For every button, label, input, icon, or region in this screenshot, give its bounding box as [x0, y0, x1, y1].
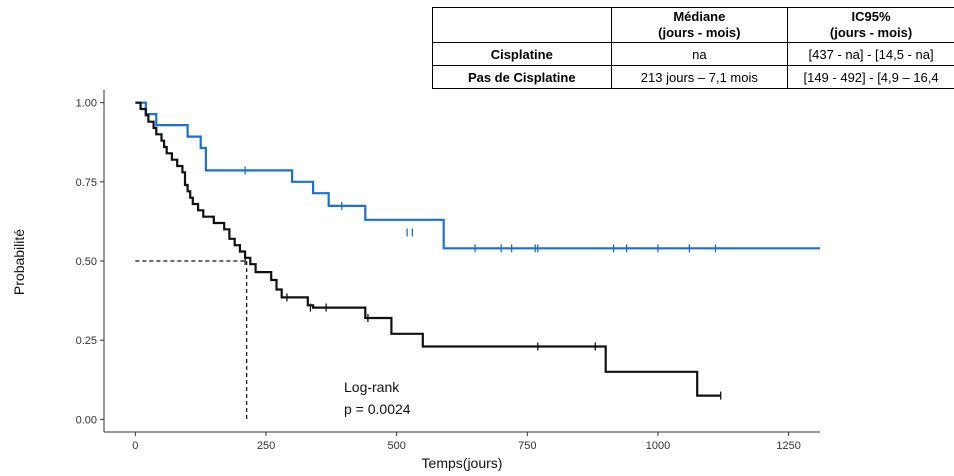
table-header-cell: IC95% (jours - mois): [787, 7, 954, 43]
x-axis-title: Temps(jours): [422, 455, 503, 471]
y-tick-label: 0.75: [76, 177, 97, 189]
median-lines: [135, 260, 248, 420]
table-cell: [437 - na] - [14,5 - na]: [787, 42, 954, 66]
table-cell: [149 - 492] - [4,9 – 16,4: [787, 65, 954, 89]
y-axis-title: Probabilité: [11, 229, 27, 295]
survival-curve-1: [135, 101, 820, 250]
logrank-pvalue: p = 0.0024: [344, 401, 411, 417]
x-tick-label: 0: [132, 440, 138, 452]
table-header-cell: Médiane (jours - mois): [610, 7, 789, 43]
table-header-row: Médiane (jours - mois) IC95% (jours - mois…: [432, 7, 954, 43]
table-row: Cisplatine na [437 - na] - [14,5 - na]: [432, 42, 954, 66]
table-cell: na: [610, 42, 789, 66]
survival-curve-2: [135, 101, 721, 397]
logrank-label: Log-rank: [344, 379, 400, 395]
axes: [103, 90, 820, 433]
y-tick-label: 0.00: [76, 414, 97, 426]
median-summary-table: Médiane (jours - mois) IC95% (jours - mois…: [432, 7, 954, 89]
y-tick-label: 0.25: [76, 335, 97, 347]
y-tick-label: 1.00: [76, 98, 97, 110]
x-ticks: 0 250 500 750 1000 1250: [132, 432, 801, 452]
x-tick-label: 500: [387, 440, 405, 452]
table-cell: Pas de Cisplatine: [432, 65, 612, 89]
x-tick-label: 250: [257, 440, 275, 452]
y-tick-label: 0.50: [76, 256, 97, 268]
table-header-cell: [432, 7, 612, 43]
table-row: Pas de Cisplatine 213 jours – 7,1 mois […: [432, 65, 954, 89]
table-cell: 213 jours – 7,1 mois: [610, 65, 789, 89]
x-tick-label: 1250: [776, 440, 800, 452]
x-tick-label: 1000: [646, 440, 670, 452]
y-ticks: 0.00 0.25 0.50 0.75 1.00: [76, 98, 104, 426]
survival-curves: [135, 101, 820, 400]
table-cell: Cisplatine: [432, 42, 612, 66]
x-tick-label: 750: [518, 440, 536, 452]
